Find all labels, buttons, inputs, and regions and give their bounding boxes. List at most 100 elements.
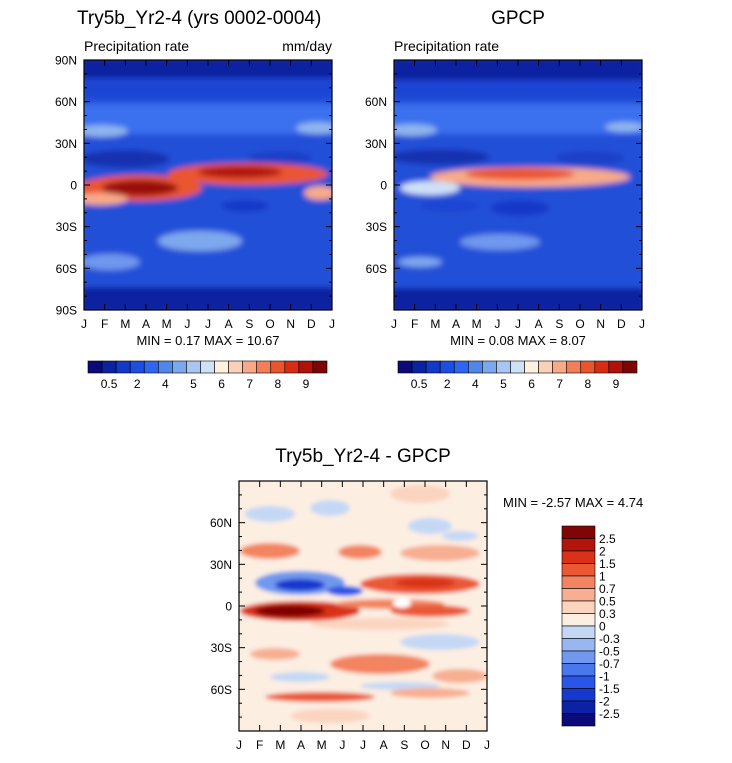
colorbar-label: 2 [444,377,451,391]
month-tick-label: O [575,317,584,331]
lat-tick-label: 30S [211,641,232,655]
colorbar-swatch [561,700,596,714]
colorbar-label: 0.5 [599,595,616,609]
month-tick-label: F [101,317,108,331]
colorbar-label: 6 [528,377,535,391]
colorbar-label: 1.5 [599,557,616,571]
month-tick-label: D [617,317,626,331]
colorbar-swatch [411,360,427,374]
colorbar-label: 2.5 [599,532,616,546]
colorbar-label: -2 [599,695,610,709]
colorbar-swatch [87,360,103,374]
lat-tick-label: 90S [56,304,77,318]
lat-tick-label: 30N [365,137,387,151]
panel-obs-field [394,60,642,310]
month-tick-label: J [329,317,335,331]
colorbar-swatch [561,538,596,552]
lat-tick-label: 30S [366,220,387,234]
colorbar-label: -0.7 [599,657,620,671]
panel-model-title: Try5b_Yr2-4 (yrs 0002-0004) [77,8,321,29]
colorbar-label: 0.5 [101,377,118,391]
month-tick-label: S [245,317,253,331]
colorbar-label: 1 [599,570,606,584]
month-tick-label: J [515,317,521,331]
lat-tick-label: 60N [55,95,77,109]
month-tick-label: J [236,738,242,752]
colorbar-swatch [566,360,582,374]
colorbar-label: 0.5 [411,377,428,391]
colorbar-diff: 2.521.510.70.50.30-0.3-0.5-0.7-1-1.5-2-2… [561,525,620,727]
lat-tick-label: 60N [365,95,387,109]
lat-tick-label: 30N [55,137,77,151]
colorbar-swatch [270,360,286,374]
month-tick-label: J [205,317,211,331]
colorbar-swatch [524,360,539,374]
colorbar-swatch [425,360,441,374]
month-tick-label: A [297,738,305,752]
colorbar-swatch [561,650,596,664]
panel-model: Try5b_Yr2-4 (yrs 0002-0004) Precipitatio… [55,8,335,391]
month-tick-label: D [307,317,316,331]
colorbar-swatch [561,713,596,727]
colorbar-swatch [115,360,131,374]
colorbar-label: 9 [303,377,310,391]
colorbar-label: 5 [190,377,197,391]
lat-tick-label: 0 [70,179,77,193]
panel-model-field [84,60,332,310]
month-tick-label: A [452,317,460,331]
colorbar-swatch [561,563,596,577]
month-tick-label: J [360,738,366,752]
month-tick-label: J [639,317,645,331]
colorbar-label: 6 [218,377,225,391]
colorbar-swatch [594,360,610,374]
month-tick-label: A [142,317,150,331]
panel-obs-subtitle: Precipitation rate [394,38,499,54]
colorbar-label: 4 [162,377,169,391]
month-tick-label: M [317,738,327,752]
month-tick-label: N [596,317,605,331]
colorbar-swatch [482,360,497,374]
colorbar-swatch [467,360,483,374]
panel-diff-field [239,481,487,731]
panel-diff-minmax: MIN = -2.57 MAX = 4.74 [503,495,643,510]
month-tick-label: A [535,317,543,331]
colorbar-swatch [552,360,568,374]
colorbar-swatch [561,613,596,627]
colorbar-swatch [200,360,215,374]
month-tick-label: A [380,738,388,752]
colorbar-label: -2.5 [599,707,620,721]
colorbar-swatch [172,360,187,374]
colorbar-swatch [561,588,596,602]
month-tick-label: A [225,317,233,331]
colorbar-label: 0 [599,620,606,634]
colorbar-swatch [242,360,258,374]
colorbar-swatch [510,360,525,374]
colorbar-swatch [284,360,300,374]
lat-tick-label: 60N [210,516,232,530]
lat-tick-label: 60S [366,262,387,276]
month-tick-label: S [555,317,563,331]
colorbar-swatch [561,575,596,589]
lat-tick-label: 90N [55,54,77,68]
colorbar-swatch [228,360,243,374]
colorbar-swatch [143,360,159,374]
colorbar-swatch [561,688,596,702]
month-tick-label: N [441,738,450,752]
colorbar-label: 8 [584,377,591,391]
panel-obs-title: GPCP [491,8,545,29]
colorbar-swatch [561,550,596,564]
colorbar-swatch [496,360,511,374]
month-tick-label: N [286,317,295,331]
lat-tick-label: 30N [210,558,232,572]
colorbar-label: 2 [599,545,606,559]
colorbar-label: 5 [500,377,507,391]
lat-tick-label: 0 [380,179,387,193]
month-tick-label: F [411,317,418,331]
colorbar-swatch [538,360,553,374]
month-tick-label: D [462,738,471,752]
panel-obs-minmax: MIN = 0.08 MAX = 8.07 [450,333,586,348]
colorbar-swatch [622,360,638,374]
colorbar-swatch [312,360,328,374]
